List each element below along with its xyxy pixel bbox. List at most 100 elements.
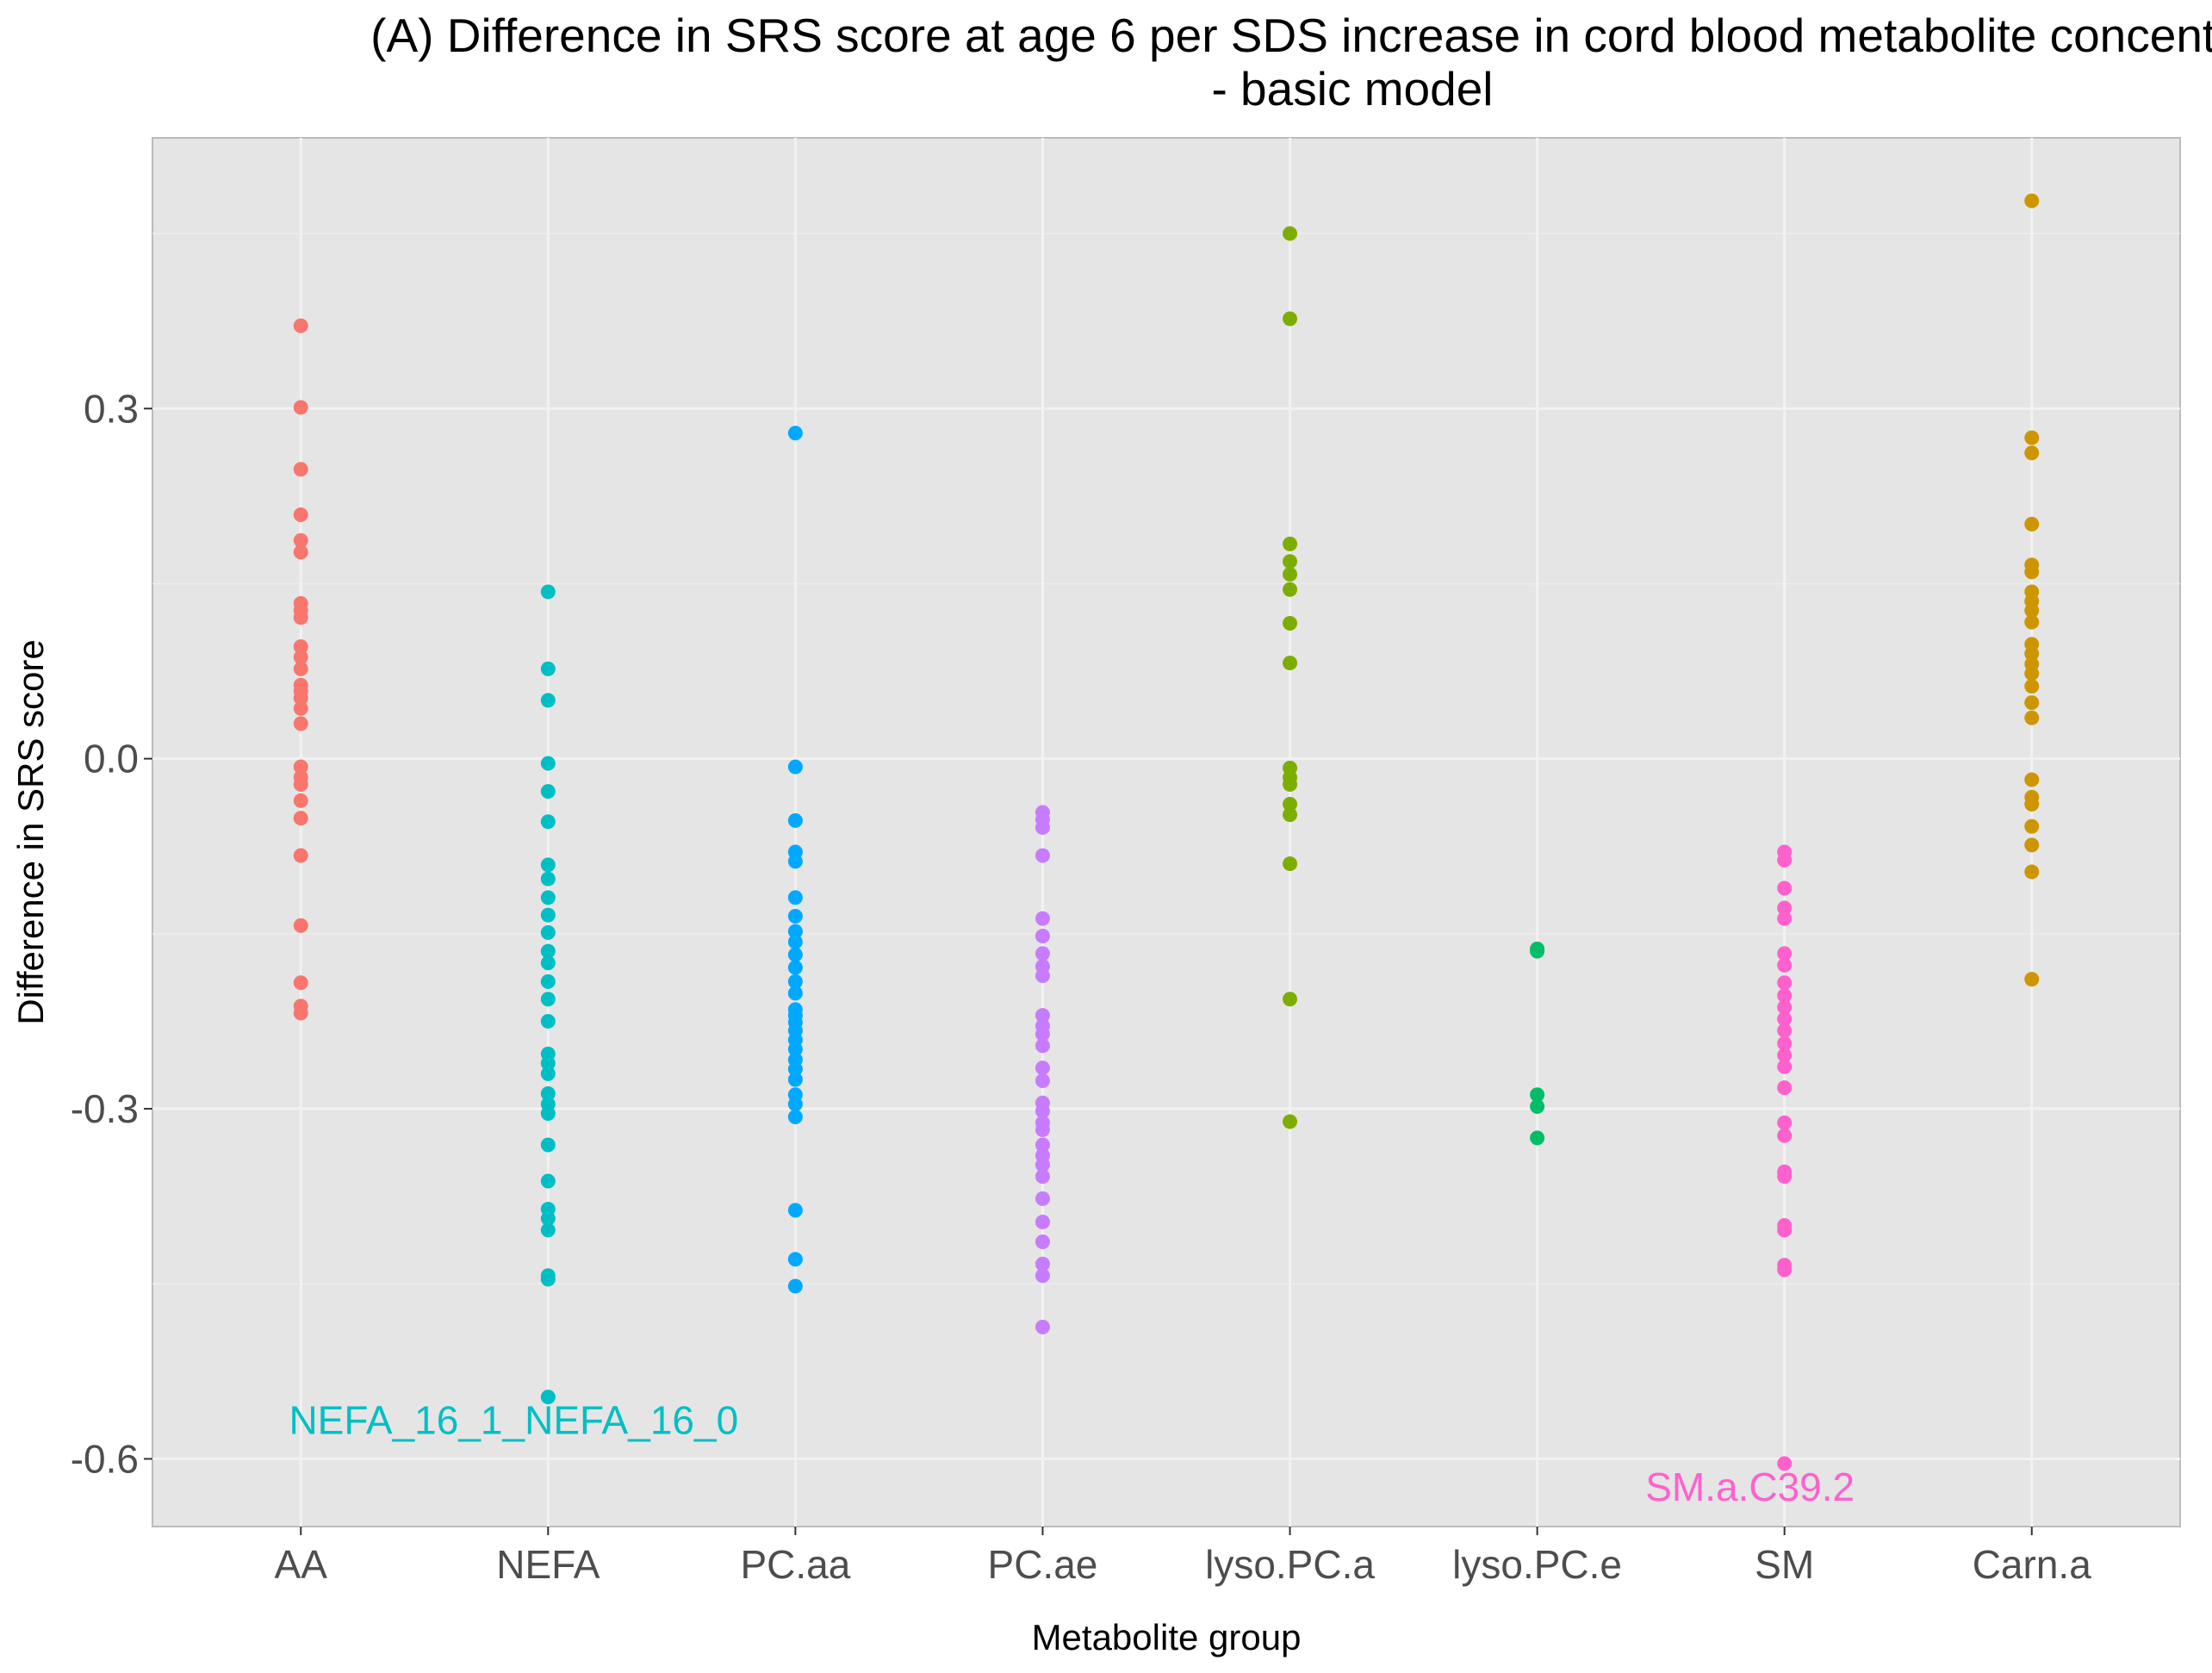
data-point-pc-ae — [1035, 1169, 1050, 1185]
data-point-pc-ae — [1035, 1137, 1050, 1153]
point-annotation: SM.a.C39.2 — [1645, 1465, 1855, 1509]
data-point-nefa — [540, 784, 556, 799]
data-point-lyso-pc-a — [1283, 1114, 1298, 1129]
data-point-sm — [1777, 1456, 1793, 1471]
plot-panel — [152, 137, 2181, 1527]
data-point-pc-aa — [787, 759, 803, 774]
data-point-sm — [1777, 1128, 1793, 1143]
data-point-nefa — [540, 1173, 556, 1189]
x-tick-label: AA — [275, 1542, 328, 1587]
data-point-pc-aa — [787, 426, 803, 441]
data-point-carn-a — [2024, 193, 2040, 208]
data-point-pc-aa — [787, 1061, 803, 1077]
data-point-aa — [293, 848, 308, 863]
data-point-lyso-pc-a — [1283, 656, 1298, 671]
data-point-carn-a — [2024, 710, 2040, 725]
data-point-aa — [293, 462, 308, 477]
data-point-nefa — [540, 943, 556, 959]
data-point-nefa — [540, 1105, 556, 1121]
data-point-pc-ae — [1035, 1060, 1050, 1076]
data-point-pc-aa — [787, 1097, 803, 1112]
data-point-nefa — [540, 756, 556, 771]
data-point-sm — [1777, 911, 1793, 926]
data-point-nefa — [540, 661, 556, 676]
x-tick-label: Carn.a — [1973, 1542, 2091, 1587]
data-point-aa — [293, 532, 308, 548]
data-point-lyso-pc-e — [1530, 1087, 1545, 1103]
data-point-lyso-pc-a — [1283, 554, 1298, 569]
data-point-nefa — [540, 1390, 556, 1405]
data-point-aa — [293, 1005, 308, 1021]
data-point-lyso-pc-a — [1283, 536, 1298, 551]
data-point-nefa — [540, 1013, 556, 1029]
data-point-sm — [1777, 975, 1793, 991]
data-point-pc-ae — [1035, 820, 1050, 836]
data-point-nefa — [540, 1222, 556, 1238]
data-point-sm — [1777, 1222, 1793, 1238]
data-point-pc-aa — [787, 986, 803, 1001]
data-point-pc-ae — [1035, 1122, 1050, 1137]
data-point-nefa — [540, 907, 556, 923]
data-point-lyso-pc-e — [1530, 943, 1545, 959]
data-point-sm — [1777, 1262, 1793, 1278]
data-point-nefa — [540, 1085, 556, 1101]
data-point-nefa — [540, 1137, 556, 1153]
x-tick-label: SM — [1755, 1542, 1814, 1587]
data-point-aa — [293, 639, 308, 655]
data-point-aa — [293, 610, 308, 625]
data-point-nefa — [540, 924, 556, 940]
y-tick-label: -0.6 — [71, 1436, 139, 1481]
data-point-nefa — [540, 1272, 556, 1287]
data-point-pc-aa — [787, 960, 803, 975]
data-point-carn-a — [2024, 772, 2040, 787]
data-point-lyso-pc-a — [1283, 226, 1298, 241]
data-point-pc-ae — [1035, 1157, 1050, 1172]
data-point-pc-aa — [787, 1252, 803, 1267]
data-point-lyso-pc-a — [1283, 616, 1298, 631]
data-point-sm — [1777, 1169, 1793, 1185]
data-point-pc-aa — [787, 812, 803, 828]
data-point-pc-ae — [1035, 929, 1050, 944]
data-points — [293, 193, 2040, 1471]
data-point-nefa — [540, 584, 556, 600]
data-point-carn-a — [2024, 818, 2040, 834]
y-axis-ticks: 0.3 0.0 -0.3 -0.6 — [71, 386, 152, 1481]
data-point-pc-aa — [787, 934, 803, 949]
data-point-lyso-pc-a — [1283, 807, 1298, 823]
annotations: NEFA_16_1_NEFA_16_0 SM.a.C39.2 — [289, 1398, 1855, 1509]
data-point-pc-aa — [787, 1110, 803, 1125]
data-point-sm — [1777, 900, 1793, 916]
data-point-sm — [1777, 1115, 1793, 1130]
x-tick-label: PC.ae — [988, 1542, 1098, 1587]
data-point-sm — [1777, 1080, 1793, 1096]
data-point-carn-a — [2024, 837, 2040, 853]
data-point-pc-aa — [787, 890, 803, 905]
data-point-aa — [293, 776, 308, 792]
data-point-pc-ae — [1035, 1038, 1050, 1054]
data-point-aa — [293, 793, 308, 808]
y-axis-title: Difference in SRS score — [10, 639, 51, 1024]
data-point-nefa — [540, 890, 556, 905]
data-point-aa — [293, 917, 308, 933]
data-point-pc-ae — [1035, 1008, 1050, 1023]
data-point-lyso-pc-e — [1530, 1098, 1545, 1114]
data-point-carn-a — [2024, 864, 2040, 880]
data-point-pc-ae — [1035, 848, 1050, 863]
data-point-pc-aa — [787, 1203, 803, 1218]
data-point-pc-aa — [787, 947, 803, 962]
data-point-sm — [1777, 1059, 1793, 1074]
data-point-carn-a — [2024, 603, 2040, 619]
y-tick-label: 0.3 — [84, 386, 139, 431]
data-point-carn-a — [2024, 646, 2040, 662]
data-point-pc-ae — [1035, 911, 1050, 926]
data-point-aa — [293, 811, 308, 826]
data-point-aa — [293, 318, 308, 333]
data-point-nefa — [540, 1066, 556, 1081]
data-point-sm — [1777, 957, 1793, 973]
data-point-lyso-pc-a — [1283, 311, 1298, 327]
data-point-pc-ae — [1035, 1319, 1050, 1334]
data-point-sm — [1777, 1011, 1793, 1027]
data-point-nefa — [540, 871, 556, 886]
x-tick-label: NEFA — [496, 1542, 600, 1587]
data-point-carn-a — [2024, 796, 2040, 812]
